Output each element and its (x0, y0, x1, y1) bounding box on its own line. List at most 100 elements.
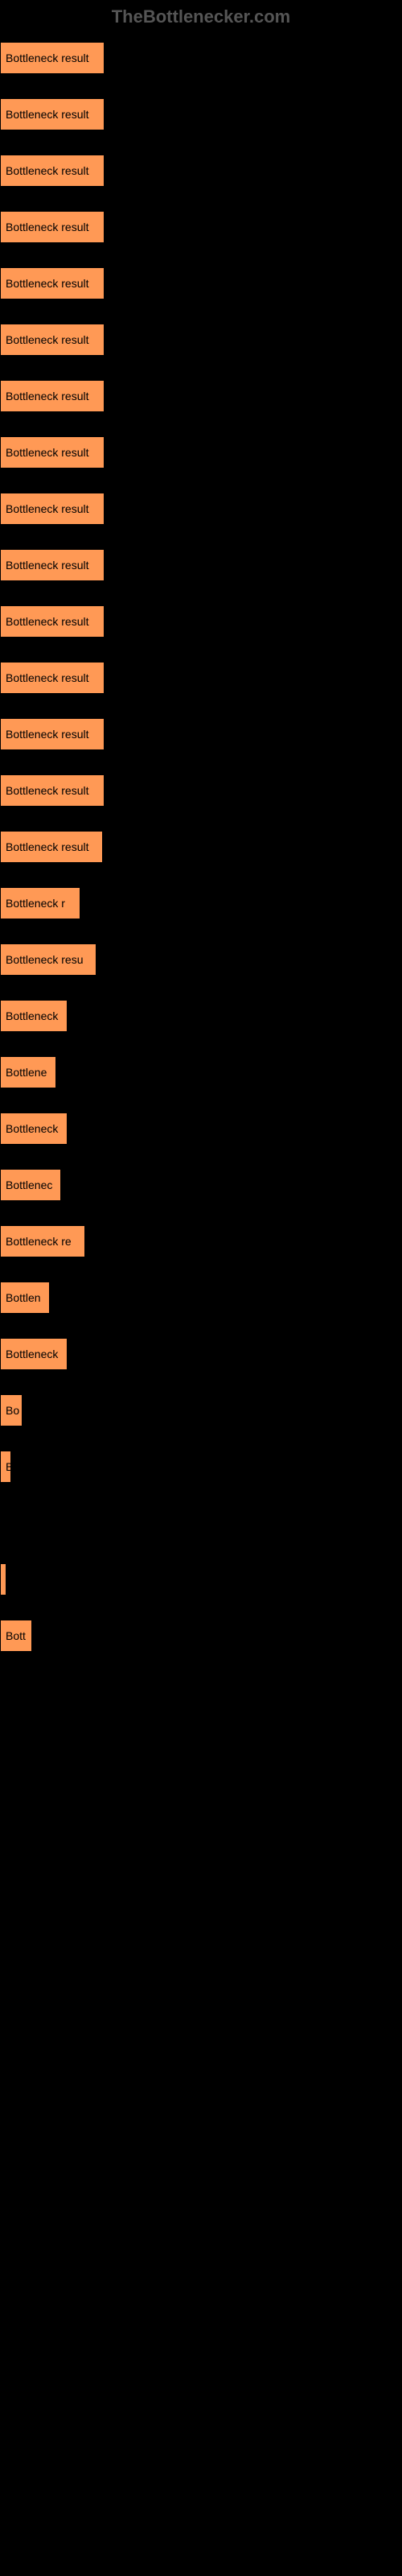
bar: Bottleneck result (0, 493, 105, 525)
bar: Bottleneck result (0, 549, 105, 581)
bar: Bottleneck result (0, 774, 105, 807)
bar-row: Bottleneck result (0, 774, 402, 807)
bar: Bottleneck result (0, 155, 105, 187)
bar-label: Bottlene (6, 1066, 47, 1079)
bar-row: Bottleneck result (0, 380, 402, 412)
bar-label: Bottleneck result (6, 502, 89, 515)
bar: Bottlene (0, 1056, 56, 1088)
bar-label: Bottleneck resu (6, 953, 84, 966)
bar-label: Bott (6, 1629, 26, 1642)
bar-row: Bottleneck (0, 1338, 402, 1370)
bar-label: Bottlen (6, 1291, 41, 1304)
bar-row: Bottleneck result (0, 831, 402, 863)
bar-row: Bottleneck result (0, 662, 402, 694)
bar-label: Bottleneck (6, 1348, 58, 1360)
bar-row (0, 1901, 402, 1934)
bar-label: Bottleneck result (6, 108, 89, 121)
bar-row: Bottleneck result (0, 549, 402, 581)
bar-row (0, 1563, 402, 1596)
bar: Bottlen (0, 1282, 50, 1314)
bar-row: Bottleneck result (0, 436, 402, 469)
bar-label: Bottleneck result (6, 52, 89, 64)
bar-row (0, 1845, 402, 1877)
bar-row (0, 2465, 402, 2497)
bar: Bottleneck result (0, 831, 103, 863)
bar-row: Bottleneck r (0, 887, 402, 919)
bar: Bott (0, 1620, 32, 1652)
bar-row: Bott (0, 1620, 402, 1652)
bar-label: Bottleneck result (6, 728, 89, 741)
bar-label: Bottleneck result (6, 333, 89, 346)
bar-row (0, 1732, 402, 1765)
bar: Bottleneck result (0, 98, 105, 130)
bar-row (0, 2014, 402, 2046)
bar-row: Bottleneck re (0, 1225, 402, 1257)
bar-row: Bottleneck (0, 1113, 402, 1145)
site-title: TheBottlenecker.com (112, 6, 291, 27)
bar-label: Bo (6, 1404, 19, 1417)
site-header: TheBottlenecker.com (0, 0, 402, 34)
bar-chart: Bottleneck result Bottleneck result Bottle… (0, 34, 402, 2529)
bar-label: Bottleneck result (6, 840, 89, 853)
bar-label: Bottleneck r (6, 897, 65, 910)
bar-row (0, 2409, 402, 2441)
bar-row: Bottleneck result (0, 42, 402, 74)
bar: Bottleneck r (0, 887, 80, 919)
bar: Bo (0, 1394, 23, 1426)
bar: Bottleneck resu (0, 943, 96, 976)
bar-row: Bottleneck resu (0, 943, 402, 976)
bar-label: Bottleneck result (6, 221, 89, 233)
bar-label: B (6, 1460, 11, 1473)
bar-label: Bottleneck (6, 1122, 58, 1135)
bar-row: Bottleneck result (0, 155, 402, 187)
bar-row (0, 2240, 402, 2272)
bar-label: Bottleneck result (6, 390, 89, 402)
bar: Bottleneck (0, 1000, 68, 1032)
bar: B (0, 1451, 11, 1483)
bar-label: Bottleneck result (6, 446, 89, 459)
bar-row (0, 2127, 402, 2159)
bar-row: Bottlenec (0, 1169, 402, 1201)
bar: Bottleneck result (0, 42, 105, 74)
bar-row: Bottleneck result (0, 605, 402, 638)
bar-label: Bottleneck result (6, 559, 89, 572)
bar: Bottleneck result (0, 662, 105, 694)
bar-label: Bottleneck result (6, 784, 89, 797)
bar: Bottleneck result (0, 718, 105, 750)
bar-row: Bottleneck result (0, 211, 402, 243)
bar-row (0, 2183, 402, 2215)
bar: Bottleneck result (0, 605, 105, 638)
bar-row (0, 2352, 402, 2384)
bar-row: Bo (0, 1394, 402, 1426)
bar-row: Bottlen (0, 1282, 402, 1314)
bar-label: Bottleneck result (6, 615, 89, 628)
bar-row (0, 1789, 402, 1821)
bar-label: Bottlenec (6, 1179, 52, 1191)
bar-row (0, 2070, 402, 2103)
bar-row (0, 2296, 402, 2328)
bar: Bottleneck (0, 1338, 68, 1370)
bar-label: Bottleneck (6, 1009, 58, 1022)
bar-label: Bottleneck result (6, 277, 89, 290)
bar-label: Bottleneck re (6, 1235, 72, 1248)
bar: Bottleneck result (0, 267, 105, 299)
bar: Bottlenec (0, 1169, 61, 1201)
bar: Bottleneck result (0, 324, 105, 356)
bar-row: B (0, 1451, 402, 1483)
bar-label: Bottleneck result (6, 164, 89, 177)
bar (0, 1563, 6, 1596)
bar-row: Bottlene (0, 1056, 402, 1088)
bar-row: Bottleneck result (0, 98, 402, 130)
bar: Bottleneck (0, 1113, 68, 1145)
bar-row: Bottleneck result (0, 493, 402, 525)
bar-label: Bottleneck result (6, 671, 89, 684)
bar-row (0, 1676, 402, 1708)
bar-row: Bottleneck (0, 1000, 402, 1032)
bar-row: Bottleneck result (0, 267, 402, 299)
bar-row (0, 1958, 402, 1990)
bar: Bottleneck result (0, 380, 105, 412)
bar: Bottleneck re (0, 1225, 85, 1257)
bar-row: Bottleneck result (0, 718, 402, 750)
bar: Bottleneck result (0, 211, 105, 243)
bar: Bottleneck result (0, 436, 105, 469)
